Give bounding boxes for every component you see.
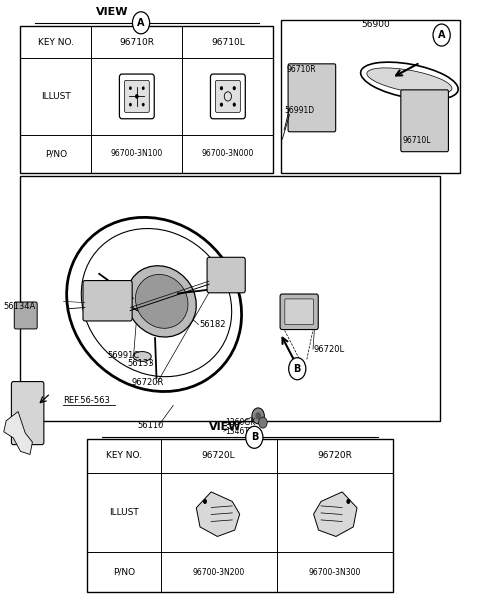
Polygon shape <box>4 411 33 454</box>
Text: 56991D: 56991D <box>284 106 314 115</box>
Text: 56134A: 56134A <box>4 302 36 311</box>
Text: 96710R: 96710R <box>287 65 316 74</box>
Circle shape <box>246 426 263 448</box>
FancyBboxPatch shape <box>120 74 154 119</box>
FancyBboxPatch shape <box>207 257 245 293</box>
Text: B: B <box>251 432 258 442</box>
Text: 96720R: 96720R <box>131 378 164 387</box>
Text: 1346TD: 1346TD <box>225 427 254 435</box>
Circle shape <box>252 408 264 424</box>
Text: 96700-3N000: 96700-3N000 <box>202 149 254 158</box>
FancyBboxPatch shape <box>280 294 318 330</box>
Circle shape <box>259 417 267 428</box>
FancyBboxPatch shape <box>21 176 441 421</box>
Text: ILLUST: ILLUST <box>41 92 71 101</box>
Text: 96710L: 96710L <box>402 137 431 146</box>
FancyBboxPatch shape <box>285 299 313 325</box>
Text: A: A <box>137 18 145 28</box>
Circle shape <box>255 412 261 419</box>
Text: 56133: 56133 <box>128 359 155 368</box>
FancyBboxPatch shape <box>401 90 448 152</box>
Circle shape <box>129 86 132 90</box>
Polygon shape <box>196 492 240 536</box>
Circle shape <box>233 103 236 106</box>
Text: 56182: 56182 <box>199 320 226 329</box>
Circle shape <box>142 103 144 106</box>
Text: 96720L: 96720L <box>314 344 345 354</box>
Circle shape <box>129 103 132 106</box>
FancyBboxPatch shape <box>14 302 37 329</box>
Circle shape <box>347 499 350 504</box>
Text: P/NO: P/NO <box>113 568 135 577</box>
Text: 96700-3N300: 96700-3N300 <box>309 568 361 577</box>
FancyBboxPatch shape <box>83 280 132 321</box>
Ellipse shape <box>126 266 196 337</box>
Circle shape <box>233 86 236 90</box>
Text: VIEW: VIEW <box>209 422 242 432</box>
Circle shape <box>220 103 223 106</box>
Circle shape <box>142 86 144 90</box>
Text: ILLUST: ILLUST <box>109 508 139 517</box>
FancyBboxPatch shape <box>210 74 245 119</box>
Text: 56991C: 56991C <box>108 351 140 360</box>
Circle shape <box>132 12 150 34</box>
Text: 96710R: 96710R <box>120 38 155 47</box>
Circle shape <box>288 358 306 379</box>
Polygon shape <box>313 492 357 536</box>
Ellipse shape <box>133 352 151 362</box>
FancyBboxPatch shape <box>281 20 459 173</box>
Circle shape <box>220 86 223 90</box>
Text: VIEW: VIEW <box>96 7 129 17</box>
FancyBboxPatch shape <box>87 439 393 592</box>
Text: 96700-3N100: 96700-3N100 <box>111 149 163 158</box>
FancyBboxPatch shape <box>216 81 240 113</box>
Circle shape <box>135 94 139 99</box>
Text: 96700-3N200: 96700-3N200 <box>192 568 245 577</box>
FancyBboxPatch shape <box>288 64 336 132</box>
Text: B: B <box>294 363 301 374</box>
Text: P/NO: P/NO <box>45 149 67 158</box>
Circle shape <box>433 24 450 46</box>
FancyBboxPatch shape <box>124 81 149 113</box>
Text: A: A <box>438 30 445 40</box>
FancyBboxPatch shape <box>12 381 44 445</box>
FancyBboxPatch shape <box>21 26 274 173</box>
Circle shape <box>203 499 207 504</box>
Ellipse shape <box>135 274 188 328</box>
Text: REF.56-563: REF.56-563 <box>63 396 110 405</box>
Text: 96710L: 96710L <box>211 38 245 47</box>
Text: 96720L: 96720L <box>202 451 235 461</box>
Text: KEY NO.: KEY NO. <box>106 451 142 461</box>
Ellipse shape <box>367 68 452 94</box>
Text: 56900: 56900 <box>362 20 390 29</box>
Text: 96720R: 96720R <box>317 451 352 461</box>
Text: 1360GK: 1360GK <box>225 418 255 427</box>
Text: KEY NO.: KEY NO. <box>38 38 74 47</box>
Text: 56110: 56110 <box>137 421 164 429</box>
